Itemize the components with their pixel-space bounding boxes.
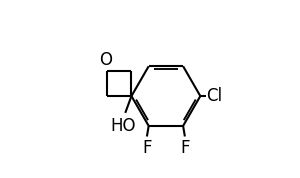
Text: Cl: Cl xyxy=(206,87,223,105)
Text: O: O xyxy=(99,51,112,69)
Text: HO: HO xyxy=(111,117,136,135)
Text: F: F xyxy=(180,139,190,157)
Text: F: F xyxy=(142,139,152,157)
